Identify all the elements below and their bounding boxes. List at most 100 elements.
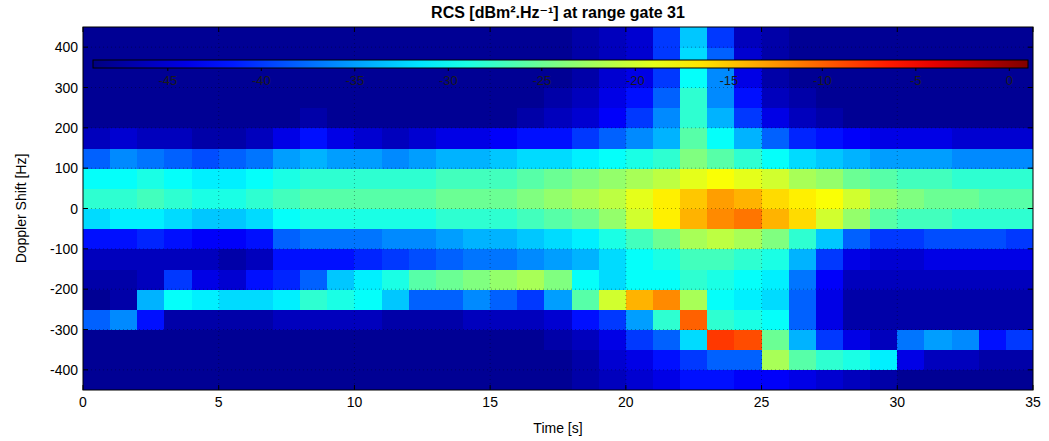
colorbar-tick bbox=[167, 68, 168, 71]
cell bbox=[219, 350, 247, 371]
cell bbox=[382, 88, 410, 109]
x-tick-label: 15 bbox=[482, 394, 498, 410]
cell bbox=[979, 209, 1007, 230]
cell bbox=[707, 350, 735, 371]
x-tick bbox=[897, 385, 898, 390]
cell bbox=[517, 289, 545, 310]
cell bbox=[490, 289, 518, 310]
cell bbox=[436, 289, 464, 310]
colorbar-tick bbox=[728, 68, 729, 71]
grid-line bbox=[761, 27, 762, 390]
cell bbox=[1006, 27, 1033, 48]
cell bbox=[327, 88, 355, 109]
cell bbox=[734, 148, 762, 169]
cell bbox=[436, 229, 464, 250]
x-tick-label: 30 bbox=[889, 394, 905, 410]
cell bbox=[463, 168, 491, 189]
cell bbox=[409, 289, 437, 310]
cell bbox=[843, 249, 871, 270]
cell bbox=[734, 289, 762, 310]
cell bbox=[490, 229, 518, 250]
y-tick bbox=[1028, 248, 1033, 249]
cell bbox=[572, 350, 600, 371]
cell bbox=[572, 148, 600, 169]
cell bbox=[843, 148, 871, 169]
cell bbox=[897, 188, 925, 209]
cell bbox=[572, 88, 600, 109]
x-tick-label: 10 bbox=[347, 394, 363, 410]
cell bbox=[897, 209, 925, 230]
cell bbox=[924, 269, 952, 290]
y-tick-label: -300 bbox=[50, 322, 78, 338]
grid-line bbox=[83, 168, 1033, 169]
cell bbox=[979, 330, 1007, 351]
cell bbox=[952, 27, 980, 48]
cell bbox=[544, 229, 572, 250]
grid-line bbox=[83, 248, 1033, 249]
cell bbox=[382, 370, 410, 390]
cell bbox=[599, 188, 627, 209]
cell bbox=[789, 370, 817, 390]
cell bbox=[300, 168, 328, 189]
cell bbox=[354, 350, 382, 371]
cell bbox=[653, 229, 681, 250]
grid-line bbox=[83, 87, 1033, 88]
cell bbox=[870, 168, 898, 189]
colorbar-tick-label: -10 bbox=[813, 73, 832, 88]
cell bbox=[192, 370, 220, 390]
cell bbox=[789, 27, 817, 48]
cell bbox=[897, 370, 925, 390]
cell bbox=[436, 309, 464, 330]
cell bbox=[680, 269, 708, 290]
cell bbox=[653, 27, 681, 48]
cell bbox=[354, 249, 382, 270]
cell bbox=[83, 128, 111, 149]
cell bbox=[599, 370, 627, 390]
cell bbox=[789, 330, 817, 351]
cell bbox=[436, 188, 464, 209]
cell bbox=[816, 128, 844, 149]
cell bbox=[952, 128, 980, 149]
cell bbox=[734, 88, 762, 109]
cell bbox=[816, 188, 844, 209]
grid-line bbox=[83, 369, 1033, 370]
cell bbox=[490, 108, 518, 129]
cell bbox=[843, 370, 871, 390]
cell bbox=[626, 229, 654, 250]
cell bbox=[1006, 128, 1033, 149]
cell bbox=[762, 88, 790, 109]
cell bbox=[924, 188, 952, 209]
x-tick bbox=[354, 385, 355, 390]
cell bbox=[273, 370, 301, 390]
cell bbox=[110, 88, 138, 109]
cell bbox=[327, 249, 355, 270]
cell bbox=[572, 309, 600, 330]
y-tick bbox=[83, 87, 88, 88]
cell bbox=[354, 229, 382, 250]
cell bbox=[517, 108, 545, 129]
cell bbox=[164, 108, 192, 129]
y-tick-label: 200 bbox=[55, 120, 79, 136]
cell bbox=[382, 108, 410, 129]
cell bbox=[653, 188, 681, 209]
cell bbox=[409, 350, 437, 371]
cell bbox=[246, 269, 274, 290]
y-tick-label: -200 bbox=[50, 281, 78, 297]
cell bbox=[680, 289, 708, 310]
cell bbox=[354, 269, 382, 290]
cell bbox=[436, 370, 464, 390]
cell bbox=[219, 209, 247, 230]
cell bbox=[734, 188, 762, 209]
cell bbox=[707, 330, 735, 351]
cell bbox=[843, 67, 871, 88]
cell bbox=[544, 88, 572, 109]
cell bbox=[463, 309, 491, 330]
cell bbox=[137, 88, 165, 109]
cell bbox=[680, 148, 708, 169]
cell bbox=[246, 108, 274, 129]
cell bbox=[354, 88, 382, 109]
cell bbox=[246, 350, 274, 371]
cell bbox=[409, 108, 437, 129]
cell bbox=[83, 370, 111, 390]
cell bbox=[300, 249, 328, 270]
